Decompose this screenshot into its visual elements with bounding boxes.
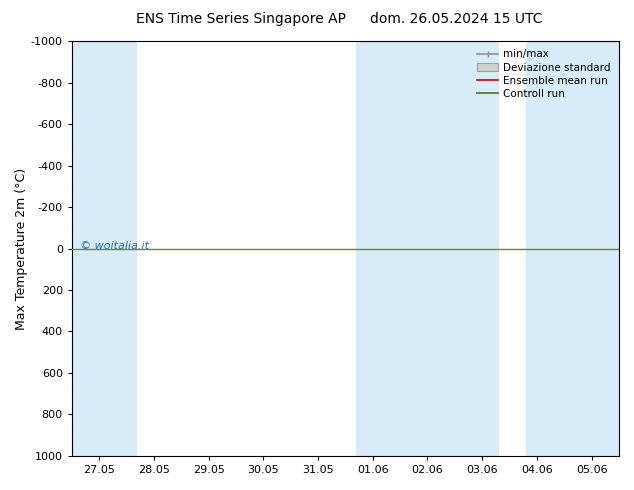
Bar xyxy=(356,41,498,456)
Text: dom. 26.05.2024 15 UTC: dom. 26.05.2024 15 UTC xyxy=(370,12,543,26)
Legend: min/max, Deviazione standard, Ensemble mean run, Controll run: min/max, Deviazione standard, Ensemble m… xyxy=(474,46,614,102)
Bar xyxy=(526,41,619,456)
Text: © woitalia.it: © woitalia.it xyxy=(80,242,149,251)
Y-axis label: Max Temperature 2m (°C): Max Temperature 2m (°C) xyxy=(15,168,28,330)
Text: ENS Time Series Singapore AP: ENS Time Series Singapore AP xyxy=(136,12,346,26)
Bar xyxy=(72,41,138,456)
